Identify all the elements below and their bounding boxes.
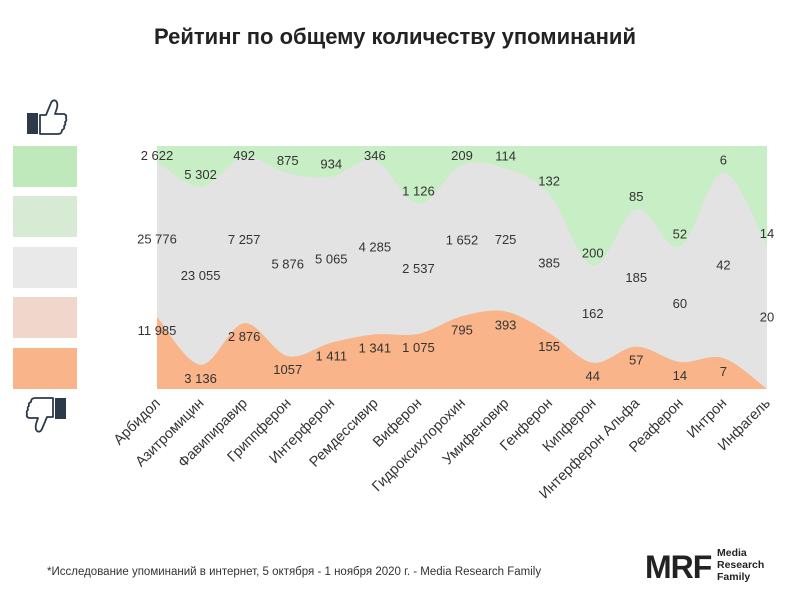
brand-logo-mark: MRF	[645, 549, 712, 585]
value-label-neutral: 5 065	[315, 252, 348, 267]
value-label-negative: 1 341	[359, 340, 392, 355]
value-label-positive: 492	[233, 148, 255, 163]
value-label-positive: 6	[720, 153, 727, 168]
value-label-negative: 57	[629, 353, 643, 368]
value-label-positive: 2 622	[141, 148, 174, 163]
chart-title: Рейтинг по общему количеству упоминаний	[154, 24, 636, 49]
value-label-negative: 393	[495, 317, 517, 332]
value-label-positive: 1 126	[402, 184, 435, 199]
value-label-neutral: 385	[538, 255, 560, 270]
brand-logo: MRF Media Research Family	[645, 547, 764, 585]
value-label-neutral: 4 285	[359, 239, 392, 254]
plot-areas	[157, 146, 767, 389]
value-label-negative: 14	[673, 368, 687, 383]
value-label-positive: 346	[364, 148, 386, 163]
value-label-neutral: 60	[673, 296, 687, 311]
value-label-neutral: 7 257	[228, 232, 261, 247]
legend-swatch-positive	[13, 146, 77, 187]
value-label-positive: 52	[673, 226, 687, 241]
legend-swatch-negative	[13, 348, 77, 389]
value-labels: 2 622 25 776 11 985 5 302 23 055 3 136 492 7 25…	[137, 148, 774, 386]
value-label-negative: 44	[585, 369, 599, 384]
brand-line-2: Research	[717, 559, 764, 571]
value-label-negative: 11 985	[138, 323, 177, 338]
legend-swatch-neutral	[13, 247, 77, 288]
value-label-positive: 934	[320, 157, 342, 172]
value-label-positive: 875	[277, 153, 299, 168]
value-label-negative: 155	[538, 339, 560, 354]
value-label-negative: 2 876	[228, 329, 261, 344]
value-label-neutral: 42	[716, 257, 730, 272]
value-label-neutral: 23 055	[181, 268, 221, 283]
value-label-negative: 1 411	[315, 349, 347, 364]
value-label-negative: 7	[720, 364, 727, 379]
area-negative	[157, 310, 767, 389]
value-label-positive: 132	[538, 174, 560, 189]
value-label-neutral: 5 876	[271, 257, 304, 272]
value-label-neutral: 725	[495, 232, 517, 247]
value-label-positive: 200	[582, 246, 604, 261]
value-label-positive: 5 302	[184, 167, 217, 182]
brand-line-1: Media	[717, 547, 747, 559]
value-label-positive: 114	[495, 148, 516, 163]
footnote: *Исследование упоминаний в интернет, 5 о…	[47, 566, 541, 578]
value-label-neutral: 162	[582, 306, 604, 321]
legend-swatch-negative-light	[13, 297, 77, 338]
value-label-neutral: 2 537	[402, 261, 435, 276]
value-label-neutral: 25 776	[137, 231, 177, 246]
legend	[13, 99, 77, 433]
value-label-positive: 209	[451, 148, 473, 163]
thumbs-up-icon	[27, 99, 68, 135]
brand-line-3: Family	[717, 571, 750, 583]
value-label-neutral: 1 652	[446, 233, 479, 248]
category-labels: АрбидолАзитромицинФавипиравирГриппферонИ…	[111, 395, 774, 502]
value-label-negative: 3 136	[184, 371, 217, 386]
value-label-negative: 1057	[273, 362, 302, 377]
value-label-positive: 85	[629, 189, 643, 204]
thumbs-down-icon	[25, 397, 66, 433]
value-label-neutral: 185	[625, 270, 647, 285]
value-label-negative: 1 075	[402, 340, 435, 355]
value-label-negative: 795	[451, 322, 473, 337]
area-neutral	[157, 157, 767, 389]
value-label-positive: 14	[760, 226, 774, 241]
value-label-neutral: 20	[760, 310, 774, 325]
legend-swatch-positive-light	[13, 196, 77, 237]
